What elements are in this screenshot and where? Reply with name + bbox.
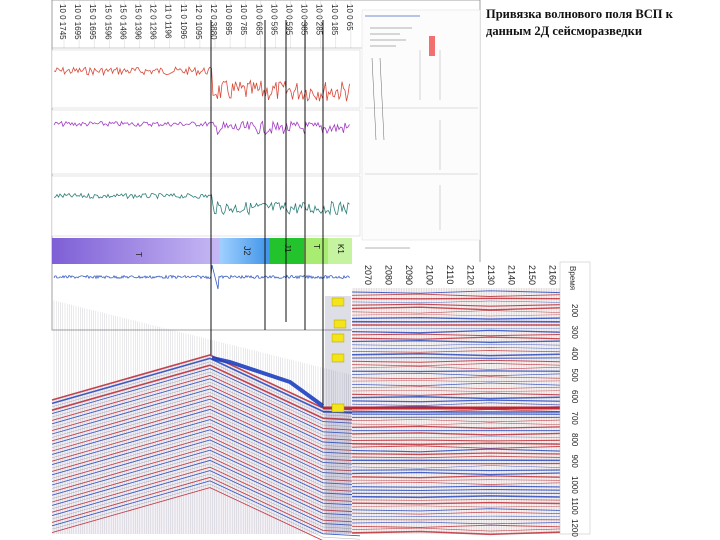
depth-label: 10 0 595 <box>285 4 294 36</box>
twt-tick-label: 700 <box>570 412 579 426</box>
twt-tick-label: 200 <box>570 304 579 318</box>
cdp-tick-label: 2090 <box>404 265 414 285</box>
depth-label: 11 0 1196 <box>164 4 173 39</box>
depth-label: 15 0 1596 <box>103 4 112 40</box>
log-legend <box>361 9 481 241</box>
twt-tick-label: 1100 <box>570 498 579 516</box>
twt-tick-label: 400 <box>570 347 579 361</box>
horizon-marker <box>331 333 345 343</box>
depth-label: 12 0 3880 <box>209 4 218 40</box>
twt-tick-label: 900 <box>570 455 579 469</box>
cdp-tick-label: 2160 <box>548 265 558 285</box>
depth-label: 11 0 1096 <box>179 4 188 40</box>
depth-label: 10 0 685 <box>254 4 263 36</box>
cdp-tick-label: 2140 <box>507 265 517 285</box>
log-curve-1 <box>53 65 350 102</box>
strat-label-1: T <box>134 252 143 257</box>
cdp-tick-label: 2110 <box>445 265 455 284</box>
vsp-seismic-figure: 10 0 1745 10 0 1695 15 0 1695 15 0 1596 15 0… <box>51 0 591 540</box>
depth-label: 15 0 1396 <box>134 4 143 40</box>
depth-label: 12 0 1296 <box>149 4 158 40</box>
horizon-marker <box>331 297 345 307</box>
horizon-marker <box>333 319 347 329</box>
horizon-marker <box>331 353 345 363</box>
stratigraphy-bar: T J2 J1 T K1 <box>52 238 410 264</box>
depth-label: 15 0 1496 <box>118 4 127 40</box>
seismic-cdp-axis: 2070 2080 2090 2100 2110 2120 2130 2140 2150 2160 <box>363 265 558 285</box>
seismic-section-2d <box>51 300 361 540</box>
depth-label: 10 0 785 <box>239 4 248 36</box>
vsp-corridor-section <box>323 288 561 536</box>
depth-label: 10 0 185 <box>330 4 339 36</box>
horizon-markers <box>331 297 347 413</box>
cdp-tick-label: 2100 <box>425 265 435 285</box>
log-curve-2 <box>53 120 350 136</box>
log-curve-3 <box>53 192 350 216</box>
depth-label: 10 0 595 <box>269 4 278 36</box>
twt-tick-label: 1000 <box>570 476 579 494</box>
cdp-tick-label: 2130 <box>486 265 496 285</box>
strat-label-5: K1 <box>336 244 345 254</box>
cdp-tick-label: 2120 <box>466 265 476 285</box>
depth-label: 12 0 1095 <box>194 4 203 40</box>
cdp-tick-label: 2150 <box>527 265 537 285</box>
twt-tick-label: 1200 <box>570 519 579 537</box>
strat-label-3: J1 <box>283 244 292 253</box>
depth-label: 10 0 385 <box>300 4 309 36</box>
depth-label: 10 0 285 <box>315 4 324 36</box>
twt-tick-label: 500 <box>570 369 579 383</box>
depth-label: 15 0 1695 <box>88 4 97 40</box>
correlation-lines <box>210 20 324 408</box>
twt-axis-unit: Время <box>568 266 577 290</box>
strat-label-4: T <box>312 244 321 249</box>
twt-tick-label: 300 <box>570 326 579 340</box>
depth-label: 10 0 65 <box>345 4 354 31</box>
slide-title: Привязка волнового поля ВСП к данным 2Д … <box>486 7 673 38</box>
depth-label: 10 0 1745 <box>58 4 67 40</box>
depth-header-labels: 10 0 1745 10 0 1695 15 0 1695 15 0 1596 15 0… <box>58 0 354 48</box>
cdp-tick-label: 2070 <box>363 265 373 285</box>
horizon-marker <box>331 403 345 413</box>
strat-label-2: J2 <box>242 246 252 256</box>
twt-tick-label: 800 <box>570 433 579 447</box>
twt-tick-label: 600 <box>570 390 579 404</box>
log-tracks <box>51 49 361 237</box>
twt-axis: Время 200 300 400 500 600 700 800 900 1000 1100 12… <box>568 266 579 537</box>
depth-label: 10 0 1695 <box>73 4 82 40</box>
cdp-tick-label: 2080 <box>384 265 394 285</box>
vsp-wavelet-trace <box>53 264 351 290</box>
depth-label: 10 0 895 <box>224 4 233 36</box>
